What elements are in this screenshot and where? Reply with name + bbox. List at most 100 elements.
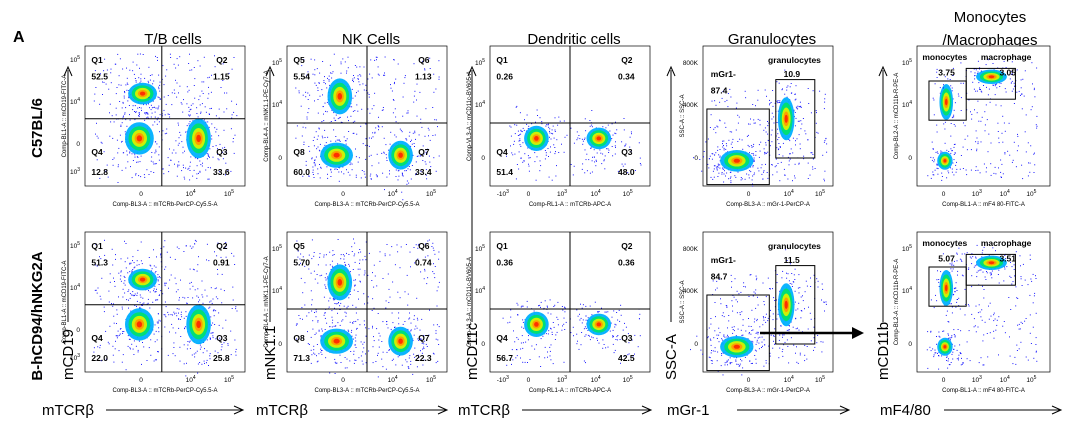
x-axis-title: mGr-1	[667, 402, 710, 419]
event-dot	[1010, 261, 1011, 263]
event-dot	[540, 306, 541, 308]
event-dot	[542, 335, 544, 337]
event-dot	[125, 107, 127, 109]
event-dot	[732, 295, 734, 296]
event-dot	[576, 343, 578, 345]
event-dot	[177, 166, 179, 168]
event-dot	[355, 148, 356, 150]
event-dot	[126, 125, 128, 127]
event-dot	[1003, 321, 1005, 322]
event-dot	[198, 256, 199, 258]
column-title: /Macrophages	[942, 32, 1037, 49]
event-dot	[135, 345, 137, 347]
event-dot	[355, 279, 356, 281]
event-dot	[340, 258, 342, 260]
event-dot	[155, 55, 156, 57]
event-dot	[738, 116, 740, 118]
event-dot	[151, 107, 153, 109]
event-dot	[728, 315, 730, 316]
event-dot	[964, 288, 966, 290]
event-dot	[316, 344, 318, 345]
event-dot	[822, 341, 824, 343]
event-dot	[563, 323, 565, 325]
event-dot	[352, 80, 354, 81]
event-dot	[722, 167, 723, 169]
event-dot	[817, 334, 819, 336]
event-dot	[944, 121, 946, 123]
event-dot	[300, 253, 302, 255]
event-dot	[197, 296, 199, 298]
event-dot	[352, 97, 354, 99]
event-dot	[984, 124, 986, 126]
event-dot	[107, 341, 109, 343]
event-dot	[778, 357, 780, 359]
event-dot	[118, 84, 120, 86]
event-dot	[787, 345, 789, 347]
event-dot	[764, 316, 766, 318]
tick-label: 0	[481, 341, 485, 348]
event-dot	[1035, 278, 1037, 279]
event-dot	[731, 147, 733, 148]
event-dot	[533, 310, 535, 312]
event-dot	[757, 99, 759, 101]
event-dot	[961, 260, 963, 262]
gate-label: 22.3	[415, 353, 432, 363]
event-dot	[714, 165, 716, 167]
event-dot	[716, 287, 718, 289]
event-dot	[727, 93, 729, 94]
event-dot	[518, 168, 520, 170]
event-dot	[753, 174, 755, 176]
event-dot	[954, 152, 956, 154]
event-dot	[960, 97, 962, 99]
event-dot	[314, 59, 316, 61]
event-dot	[143, 346, 145, 348]
event-dot	[138, 77, 140, 79]
event-dot	[770, 309, 771, 311]
event-dot	[344, 261, 346, 263]
event-dot	[956, 260, 958, 262]
event-dot	[740, 179, 742, 181]
event-dot	[773, 122, 775, 124]
event-dot	[324, 312, 326, 314]
event-dot	[321, 328, 323, 330]
event-dot	[185, 315, 187, 317]
event-dot	[1011, 70, 1013, 72]
event-dot	[338, 171, 340, 173]
event-dot	[799, 106, 801, 107]
event-dot	[723, 147, 725, 149]
event-dot	[218, 117, 220, 119]
x-channel-label: Comp-BL3-A :: mTCRb-PerCP-Cy5.5-A	[314, 202, 419, 208]
event-dot	[744, 356, 746, 358]
event-dot	[106, 75, 108, 77]
event-dot	[359, 262, 360, 264]
event-dot	[752, 185, 754, 187]
event-dot	[349, 174, 351, 176]
tick-label: 105	[224, 375, 234, 384]
event-dot	[331, 260, 333, 262]
event-dot	[116, 313, 118, 315]
event-dot	[311, 157, 313, 159]
event-dot	[354, 344, 356, 346]
event-dot	[106, 164, 108, 166]
event-dot	[367, 92, 369, 94]
event-dot	[520, 158, 522, 159]
event-dot	[776, 81, 778, 83]
event-dot	[106, 69, 108, 71]
event-dot	[300, 277, 302, 279]
event-dot	[813, 274, 815, 276]
event-dot	[370, 154, 372, 156]
event-dot	[707, 138, 709, 140]
tick-label: 104	[902, 286, 912, 295]
event-dot	[824, 170, 826, 172]
event-dot	[155, 149, 157, 151]
event-dot	[373, 340, 375, 342]
event-dot	[410, 330, 412, 332]
event-dot	[130, 348, 131, 350]
event-dot	[132, 70, 134, 72]
event-dot	[359, 74, 361, 76]
event-dot	[555, 151, 556, 153]
event-dot	[718, 327, 720, 329]
event-dot	[438, 251, 440, 253]
event-dot	[974, 72, 976, 74]
event-dot	[136, 161, 138, 163]
